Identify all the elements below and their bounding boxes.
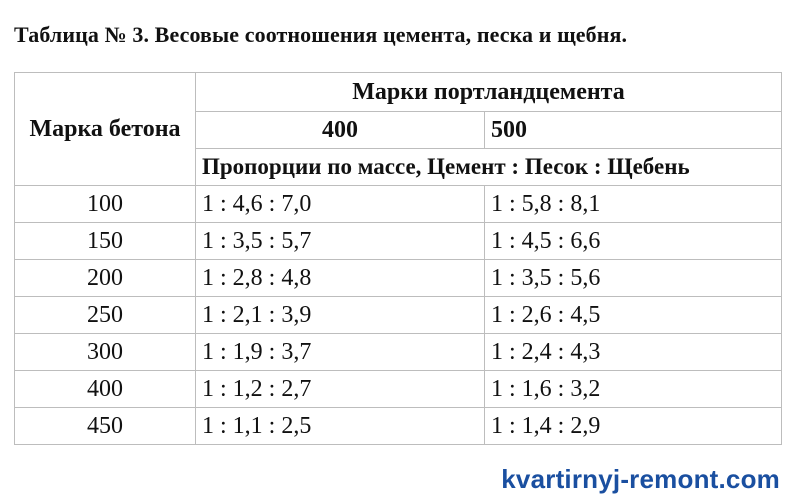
header-proportions: Пропорции по массе, Цемент : Песок : Щеб…: [195, 148, 782, 186]
ratio-500-cell: 1 : 1,4 : 2,9: [484, 407, 782, 445]
table-row: 250 1 : 2,1 : 3,9 1 : 2,6 : 4,5: [14, 296, 782, 334]
concrete-grade-cell: 200: [14, 259, 196, 297]
header-concrete-grade: Марка бетона: [14, 72, 196, 186]
ratio-400-cell: 1 : 1,1 : 2,5: [195, 407, 485, 445]
header-cement-grades: Марки портландцемента: [195, 72, 782, 112]
table-title: Таблица № 3. Весовые соотношения цемента…: [14, 22, 628, 47]
ratio-400-cell: 1 : 1,2 : 2,7: [195, 370, 485, 408]
ratio-400-cell: 1 : 3,5 : 5,7: [195, 222, 485, 260]
concrete-grade-cell: 100: [14, 185, 196, 223]
table-row: 100 1 : 4,6 : 7,0 1 : 5,8 : 8,1: [14, 185, 782, 223]
table-row: 150 1 : 3,5 : 5,7 1 : 4,5 : 6,6: [14, 222, 782, 260]
concrete-grade-cell: 400: [14, 370, 196, 408]
header-cement-500: 500: [484, 111, 782, 149]
table-row: 400 1 : 1,2 : 2,7 1 : 1,6 : 3,2: [14, 370, 782, 408]
proportions-table: Марка бетона Марки портландцемента 400 5…: [14, 72, 782, 445]
table-row: 300 1 : 1,9 : 3,7 1 : 2,4 : 4,3: [14, 333, 782, 371]
header-row-proportions: Пропорции по массе, Цемент : Песок : Щеб…: [15, 148, 782, 186]
ratio-400-cell: 1 : 4,6 : 7,0: [195, 185, 485, 223]
site-watermark: kvartirnyj-remont.com: [501, 464, 780, 494]
table-row: 450 1 : 1,1 : 2,5 1 : 1,4 : 2,9: [14, 407, 782, 445]
header-row-grade-values: 400 500: [15, 111, 782, 149]
ratio-500-cell: 1 : 4,5 : 6,6: [484, 222, 782, 260]
header-cement-400: 400: [195, 111, 485, 149]
ratio-500-cell: 1 : 3,5 : 5,6: [484, 259, 782, 297]
table-row: 200 1 : 2,8 : 4,8 1 : 3,5 : 5,6: [14, 259, 782, 297]
ratio-500-cell: 1 : 1,6 : 3,2: [484, 370, 782, 408]
ratio-500-cell: 1 : 2,4 : 4,3: [484, 333, 782, 371]
concrete-grade-cell: 300: [14, 333, 196, 371]
ratio-400-cell: 1 : 2,8 : 4,8: [195, 259, 485, 297]
ratio-500-cell: 1 : 2,6 : 4,5: [484, 296, 782, 334]
ratio-400-cell: 1 : 2,1 : 3,9: [195, 296, 485, 334]
ratio-500-cell: 1 : 5,8 : 8,1: [484, 185, 782, 223]
header-row-cement-grades: Марка бетона Марки портландцемента: [14, 72, 782, 186]
ratio-400-cell: 1 : 1,9 : 3,7: [195, 333, 485, 371]
concrete-grade-cell: 450: [14, 407, 196, 445]
concrete-grade-cell: 150: [14, 222, 196, 260]
concrete-grade-cell: 250: [14, 296, 196, 334]
